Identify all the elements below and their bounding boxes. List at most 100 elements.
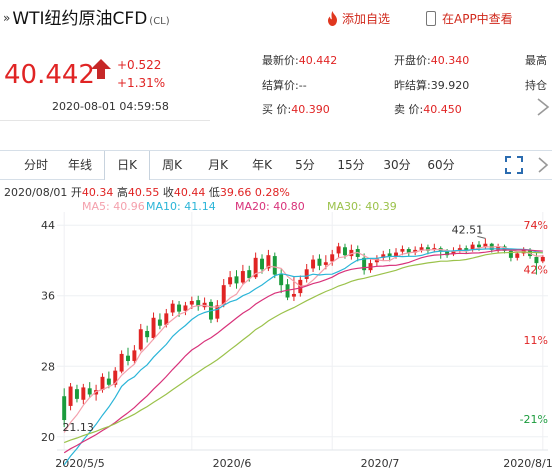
candle-body: [74, 389, 79, 399]
candle-body: [279, 273, 284, 286]
candle-body: [126, 355, 130, 361]
fire-icon: [328, 11, 337, 26]
add-favorite-button[interactable]: 添加自选: [326, 10, 390, 27]
x-tick-label: 2020/7: [361, 457, 400, 470]
field-ask: 卖 价:40.450: [394, 103, 462, 116]
instrument-title: » WTI纽约原油CFD (CL): [3, 4, 170, 29]
max-price-label: 42.51: [452, 223, 484, 236]
tab-15min[interactable]: 15分: [337, 158, 365, 172]
legend-date: 2020/08/01: [4, 186, 68, 199]
tab-monthly-k[interactable]: 月K: [208, 158, 228, 172]
candle-body: [451, 250, 456, 255]
candle-body: [68, 386, 73, 406]
x-tick-label: 2020/6: [213, 457, 252, 470]
candle-body: [387, 253, 392, 257]
candle-body: [157, 319, 162, 326]
tab-30min[interactable]: 30分: [383, 158, 411, 172]
ma30-line: [63, 251, 543, 444]
field-open-interest: 持仓: [525, 79, 547, 92]
candle-body: [62, 396, 67, 421]
tab-5min[interactable]: 5分: [295, 158, 315, 172]
tab-year-line[interactable]: 年线: [67, 158, 92, 172]
candle-body: [464, 248, 469, 250]
pct-tick-label: 11%: [524, 334, 548, 347]
candle-body: [170, 303, 175, 313]
candle-body: [272, 256, 277, 275]
tab-weekly-k[interactable]: 周K: [162, 158, 182, 172]
tab-60min[interactable]: 60分: [427, 158, 455, 172]
ma10-legend: MA10: 41.14: [146, 200, 216, 213]
tab-yearly-k[interactable]: 年K: [252, 158, 272, 172]
candle-body: [106, 378, 111, 385]
legend-open: 40.34: [81, 186, 114, 199]
candle-body: [177, 304, 182, 312]
candle-body: [457, 248, 462, 251]
candle-body: [400, 249, 405, 252]
candle-body: [432, 248, 437, 250]
tab-daily-k[interactable]: 日K: [104, 151, 150, 180]
candle-body: [496, 246, 501, 250]
field-open: 开盘价:40.340: [394, 54, 470, 67]
quote-panel: 40.442 +0.522 +1.31% 2020-08-01 04:59:58…: [0, 40, 552, 124]
scroll-right-icon[interactable]: [536, 97, 550, 117]
candle-body: [394, 252, 399, 257]
candle-body: [164, 313, 169, 325]
candle-body: [323, 262, 328, 265]
y-tick-label: 28: [41, 360, 55, 373]
candle-body: [81, 387, 86, 400]
add-favorite-label: 添加自选: [342, 12, 391, 26]
y-tick-label: 36: [41, 290, 55, 303]
candle-body: [406, 249, 411, 253]
candle-body: [425, 247, 430, 251]
legend-high: 40.55: [127, 186, 160, 199]
candle-body: [540, 256, 545, 262]
ma30-legend: MA30: 40.39: [327, 200, 397, 213]
candle-body: [196, 300, 201, 307]
candle-body: [508, 250, 513, 258]
fullscreen-icon[interactable]: [505, 156, 523, 174]
quote-datetime: 2020-08-01 04:59:58: [52, 100, 169, 113]
last-price: 40.442: [4, 60, 95, 90]
candle-body: [183, 305, 188, 311]
scroll-right-icon[interactable]: [536, 156, 550, 174]
candle-body: [413, 249, 418, 253]
view-in-app-button[interactable]: 在APP中查看: [426, 10, 513, 27]
price-change: +0.522 +1.31%: [117, 56, 165, 92]
pct-tick-label: -21%: [520, 413, 548, 426]
legend-low: 39.66: [219, 186, 252, 199]
candle-body: [343, 247, 347, 256]
candle-body: [304, 269, 309, 279]
pct-tick-label: 74%: [524, 219, 548, 232]
instrument-code: (CL): [149, 16, 170, 27]
candle-body: [240, 271, 245, 283]
y-tick-label: 20: [41, 431, 55, 444]
candle-body: [228, 277, 233, 285]
tab-intraday[interactable]: 分时: [23, 158, 48, 172]
header: » WTI纽约原油CFD (CL) 添加自选 在APP中查看: [0, 0, 552, 36]
kline-chart[interactable]: 44 36 28 20 74% 42% 11% -21% 2020/5/5 2020/6 2020/…: [0, 212, 552, 472]
candle-body: [470, 244, 475, 250]
legend-close: 40.44: [173, 186, 206, 199]
candle-body: [132, 350, 137, 361]
field-settle: 结算价:--: [262, 79, 307, 92]
candle-body: [445, 251, 450, 256]
candle-body: [260, 258, 264, 270]
candle-body: [119, 353, 124, 372]
candle-body: [266, 255, 271, 269]
candle-body: [87, 388, 92, 395]
ma10-line: [63, 248, 543, 466]
field-high: 最高: [525, 54, 547, 67]
field-last: 最新价:40.442: [262, 54, 338, 67]
candle-body: [311, 259, 316, 269]
instrument-name: WTI纽约原油CFD: [12, 9, 148, 29]
candle-body: [100, 376, 105, 391]
y-tick-label: 44: [41, 219, 55, 232]
candle-body: [145, 331, 150, 338]
field-bid: 买 价:40.390: [262, 103, 330, 116]
candle-body: [247, 270, 252, 279]
x-tick-label: 2020/5/5: [55, 457, 104, 470]
candle-body: [317, 258, 322, 266]
ma5-line: [63, 245, 543, 433]
candle-body: [515, 253, 520, 258]
candle-body: [189, 301, 194, 305]
